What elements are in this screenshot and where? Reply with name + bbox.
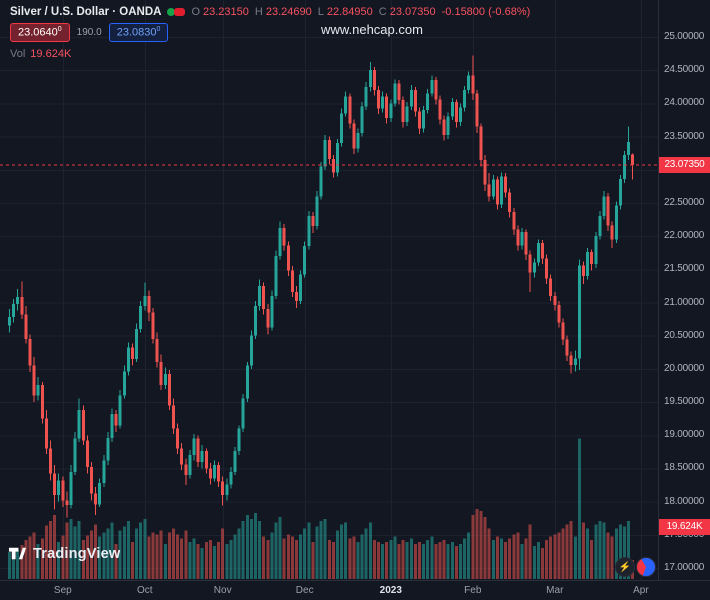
tradingview-logomark <box>8 547 27 560</box>
bid-value: 23.0640 <box>18 26 58 39</box>
last-price-badge: 23.07350 <box>659 156 710 173</box>
low-label: L <box>317 6 324 18</box>
price-axis-label: 19.00000 <box>664 429 705 441</box>
price-axis-label: 18.00000 <box>664 495 705 507</box>
low-value: 22.84950 <box>326 6 373 18</box>
time-axis-label: Nov <box>213 585 232 596</box>
lightning-icon: ⚡ <box>618 561 632 573</box>
pie-circle-button[interactable] <box>636 557 656 577</box>
symbol-title[interactable]: Silver / U.S. Dollar · OANDA <box>10 6 162 18</box>
time-axis-label: Feb <box>464 585 482 596</box>
volume-indicator[interactable]: Vol 19.624K <box>10 48 530 60</box>
price-axis-label: 21.50000 <box>664 263 705 275</box>
time-axis-label: Apr <box>633 585 649 596</box>
price-axis-label: 17.00000 <box>664 562 705 573</box>
volume-badge: 19.624K <box>659 519 710 535</box>
tradingview-logo[interactable]: TradingView <box>8 544 120 563</box>
price-axis-label: 18.50000 <box>664 462 705 474</box>
volume-value: 19.624K <box>30 47 72 60</box>
price-axis-label: 22.50000 <box>664 196 705 208</box>
price-axis-label: 23.50000 <box>664 130 705 142</box>
lightning-button[interactable]: ⚡ <box>615 557 635 577</box>
bid-price-button[interactable]: 23.06400 <box>10 23 70 42</box>
chart-canvas[interactable] <box>0 0 710 580</box>
tradingview-logo-text: TradingView <box>33 545 121 562</box>
price-axis-label: 19.50000 <box>664 396 705 408</box>
time-axis-label: Oct <box>137 585 153 596</box>
price-axis-label: 25.00000 <box>664 31 705 42</box>
price-axis[interactable]: 25.0000024.5000024.0000023.5000023.00000… <box>658 0 710 580</box>
change-value: -0.15800 (-0.68%) <box>441 6 531 18</box>
time-axis-label: 2023 <box>379 585 402 596</box>
open-value: 23.23150 <box>203 6 249 18</box>
bid-sup-digit: 0 <box>57 26 62 33</box>
time-axis-label: Dec <box>295 585 314 596</box>
close-label: C <box>378 6 387 18</box>
ask-price-button[interactable]: 23.08300 <box>108 23 169 42</box>
symbol-row: Silver / U.S. Dollar · OANDA O 23.23150 … <box>10 6 530 18</box>
source-icons <box>167 8 186 16</box>
time-axis-label: Mar <box>546 585 564 596</box>
red-rect-icon <box>174 8 186 16</box>
price-axis-label: 22.00000 <box>664 230 705 242</box>
chart-legend: Silver / U.S. Dollar · OANDA O 23.23150 … <box>10 6 530 60</box>
watermark-url: www.nehcap.com <box>321 22 423 37</box>
high-label: H <box>254 6 263 18</box>
open-label: O <box>191 6 201 18</box>
green-dot-icon <box>167 8 176 16</box>
close-value: 23.07350 <box>389 6 436 18</box>
time-axis-label: Sep <box>53 585 72 596</box>
ask-sup-digit: 0 <box>156 26 161 33</box>
time-axis[interactable]: Sep Oct Nov Dec 2023 Feb Mar Apr <box>0 580 710 600</box>
price-axis-label: 21.00000 <box>664 296 705 308</box>
price-axis-label: 20.50000 <box>664 329 705 341</box>
volume-label: Vol <box>10 47 26 60</box>
bid-ask-row: 23.06400 190.0 23.08300 <box>10 23 530 42</box>
price-axis-label: 24.00000 <box>664 97 705 109</box>
spread-value: 190.0 <box>76 26 102 38</box>
price-axis-label: 24.50000 <box>664 64 705 76</box>
ask-value: 23.0830 <box>116 26 157 39</box>
price-axis-label: 20.00000 <box>664 362 705 374</box>
high-value: 23.24690 <box>265 6 312 18</box>
